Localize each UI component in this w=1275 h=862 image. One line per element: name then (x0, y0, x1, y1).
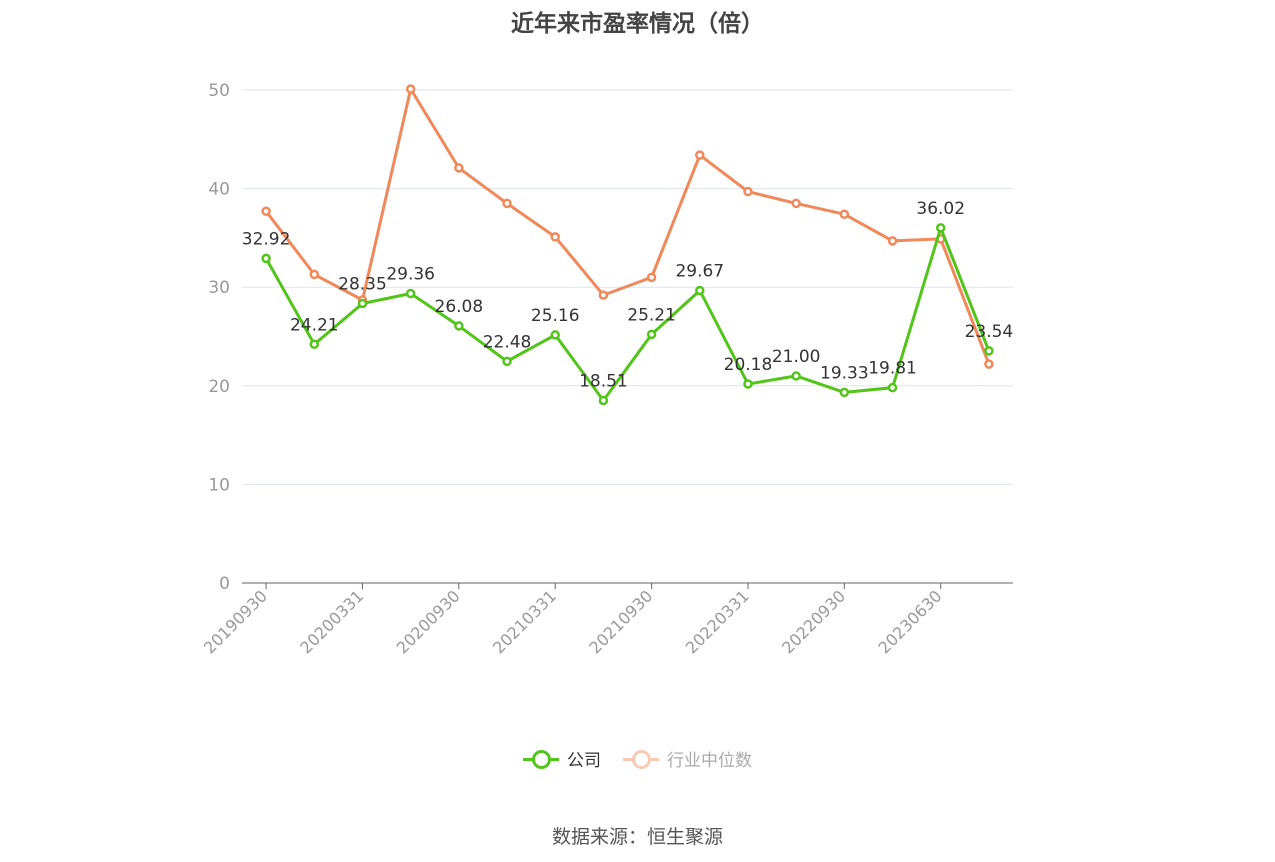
data-point-industry-median (550, 232, 560, 242)
y-tick-label: 20 (208, 377, 230, 397)
data-label-company: 19.33 (820, 363, 869, 383)
data-point-industry-median (502, 198, 512, 209)
data-label-company: 29.36 (386, 265, 435, 285)
data-point-industry-median (743, 186, 753, 197)
data-point-company (984, 346, 994, 356)
data-point-industry-median (695, 150, 705, 160)
data-label-company: 20.18 (724, 355, 773, 375)
data-label-company: 22.48 (483, 332, 532, 352)
data-point-industry-median (309, 269, 320, 280)
series-line-industry-median (264, 87, 991, 365)
data-point-company (550, 330, 560, 340)
data-point-company (405, 288, 416, 299)
data-point-company (502, 356, 512, 367)
legend-swatch-industry-median (623, 749, 659, 769)
data-point-company (695, 285, 705, 296)
data-point-company (357, 298, 368, 309)
data-point-industry-median (791, 198, 801, 209)
data-point-company (935, 223, 946, 233)
data-label-company: 32.92 (242, 229, 291, 249)
chart-title: 近年来市盈率情况（倍） (511, 11, 764, 37)
data-point-company (261, 253, 271, 264)
data-point-company (743, 379, 753, 389)
data-point-industry-median (984, 359, 994, 369)
data-point-company (454, 321, 464, 331)
x-tick-label: 20220331 (682, 586, 753, 657)
data-label-company: 18.51 (579, 371, 628, 391)
data-point-company (791, 371, 801, 381)
legend-label-company: 公司 (567, 751, 601, 771)
data-label-company: 29.67 (675, 261, 724, 281)
legend-item-company[interactable]: 公司 (523, 746, 601, 771)
data-point-company (887, 382, 898, 393)
y-tick-label: 40 (208, 180, 230, 200)
data-point-industry-median (405, 84, 416, 94)
data-source-note: 数据来源：恒生聚源 (551, 826, 723, 848)
data-label-company: 25.16 (531, 306, 580, 326)
data-label-company: 23.54 (965, 322, 1014, 342)
x-tick-label: 20200331 (296, 586, 367, 657)
data-label-company: 26.08 (435, 297, 484, 317)
data-point-industry-median (839, 209, 850, 219)
data-label-company: 25.21 (627, 305, 676, 325)
data-point-company (839, 387, 850, 398)
data-point-company (646, 329, 657, 340)
data-point-company (309, 339, 320, 350)
legend-swatch-company (523, 749, 559, 769)
data-point-industry-median (598, 290, 609, 300)
data-point-industry-median (454, 163, 464, 173)
x-tick-label: 20210331 (489, 586, 560, 657)
x-tick-label: 20220930 (778, 586, 849, 657)
legend: 公司 行业中位数 (0, 746, 1275, 771)
legend-label-industry-median: 行业中位数 (667, 751, 752, 771)
data-point-industry-median (261, 206, 271, 217)
data-point-industry-median (887, 236, 898, 246)
data-point-company (598, 395, 609, 406)
legend-item-industry-median[interactable]: 行业中位数 (623, 746, 752, 771)
y-tick-label: 0 (219, 574, 230, 594)
y-tick-label: 30 (208, 278, 230, 298)
data-label-company: 28.35 (338, 274, 387, 294)
data-label-company: 19.81 (868, 359, 917, 379)
series-line-company (264, 226, 991, 402)
data-label-company: 24.21 (290, 315, 339, 335)
data-label-company: 36.02 (916, 199, 965, 219)
data-label-company: 21.00 (772, 347, 821, 367)
x-tick-label: 20230630 (875, 586, 946, 657)
x-tick-label: 20200930 (393, 586, 464, 657)
y-tick-label: 10 (208, 475, 230, 495)
x-tick-label: 20190930 (200, 586, 271, 657)
data-point-industry-median (646, 272, 657, 283)
y-tick-label: 50 (208, 81, 230, 101)
x-tick-label: 20210930 (585, 586, 656, 657)
pe-ratio-line-chart: 0 10 20 30 40 50 20190930 20200331 20200930 20210… (200, 81, 1014, 657)
